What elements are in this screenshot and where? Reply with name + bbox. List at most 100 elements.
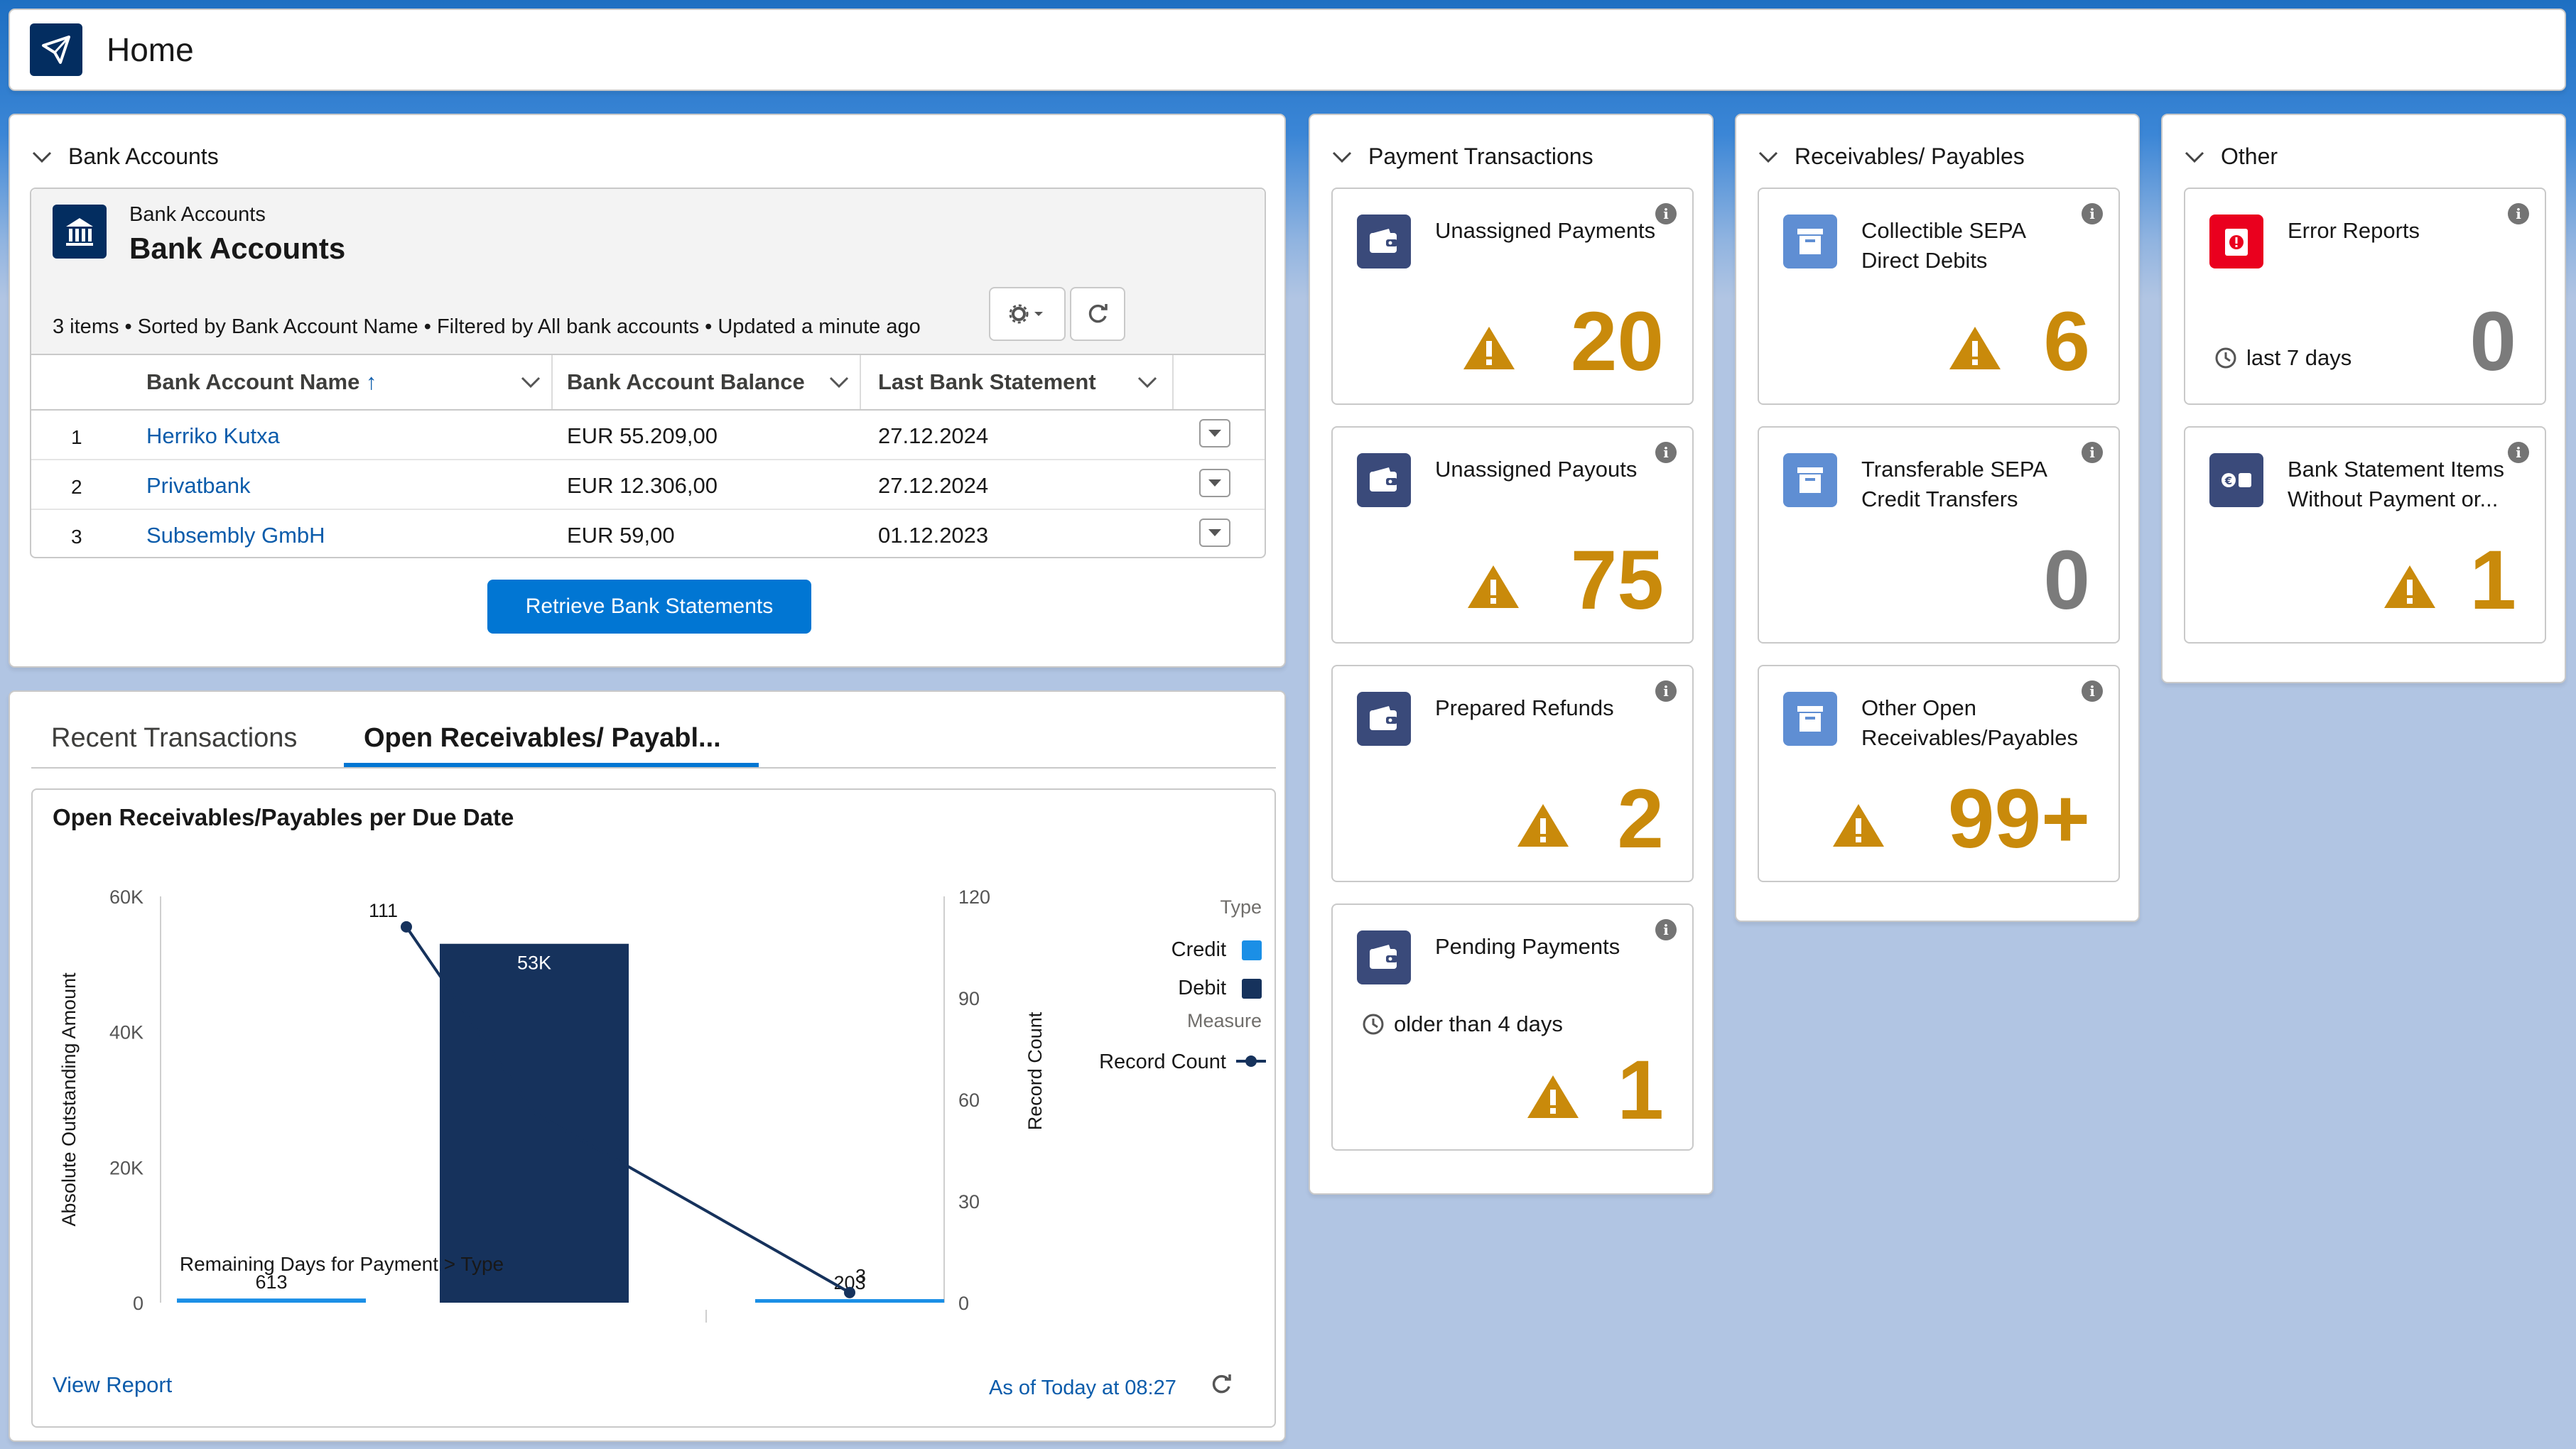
view-report-link[interactable]: View Report: [53, 1372, 173, 1397]
tab-recent-transactions[interactable]: Recent Transactions: [51, 723, 298, 753]
column-menu-statement[interactable]: [1137, 355, 1158, 409]
warning-icon: [1463, 327, 1515, 369]
archive-icon: [1783, 692, 1837, 746]
page-title: Home: [107, 31, 194, 68]
payment-section-header[interactable]: Payment Transactions: [1331, 143, 1593, 170]
bar-data-label: 53K: [517, 953, 551, 974]
section-title: Bank Accounts: [68, 143, 219, 169]
legend-swatch-point: [1245, 1055, 1257, 1067]
tile-error-reports[interactable]: Error Reports i last 7 days 0: [2184, 188, 2546, 405]
chevron-down-icon: [2184, 148, 2204, 165]
bank-account-link[interactable]: Herriko Kutxa: [146, 423, 280, 448]
other-section: Other Error Reports i last 7 days 0 € Ba…: [2161, 114, 2566, 683]
column-header-name[interactable]: Bank Account Name ↑: [146, 369, 377, 394]
tile-unassigned-payouts[interactable]: Unassigned Payouts i 75: [1331, 426, 1694, 644]
legend-title: Measure: [1187, 1010, 1262, 1031]
refresh-button[interactable]: [1070, 287, 1125, 341]
column-menu-balance[interactable]: [828, 355, 850, 409]
row-number: 1: [71, 426, 82, 448]
y2-axis-title: Record Count: [1024, 1011, 1046, 1130]
tab-open-receivables[interactable]: Open Receivables/ Payabl...: [364, 723, 721, 753]
other-section-header[interactable]: Other: [2184, 143, 2278, 170]
app-logo-icon[interactable]: [30, 23, 82, 76]
chart-bar: [755, 1299, 944, 1303]
chevron-down-icon: [31, 148, 52, 165]
active-tab-indicator: [344, 763, 759, 767]
info-icon[interactable]: i: [1655, 919, 1677, 940]
tile-label: Transferable SEPA Credit Transfers: [1861, 457, 2047, 511]
y2-tick-label: 120: [958, 886, 990, 908]
bank-accounts-section: Bank Accounts Bank Accounts Bank Account…: [9, 114, 1286, 668]
retrieve-bank-statements-button[interactable]: Retrieve Bank Statements: [487, 580, 811, 634]
tile-value: 20: [1570, 295, 1664, 389]
bank-accounts-list-card: Bank Accounts Bank Accounts 3 items • So…: [30, 188, 1266, 558]
y2-tick-label: 30: [958, 1191, 980, 1212]
list-title: Bank Accounts: [129, 232, 346, 265]
info-icon[interactable]: i: [2508, 442, 2529, 463]
column-header-statement[interactable]: Last Bank Statement: [878, 369, 1096, 394]
y-axis-title: Absolute Outstanding Amount: [58, 972, 80, 1227]
balance-cell: EUR 12.306,00: [567, 473, 718, 498]
section-title: Payment Transactions: [1368, 143, 1593, 169]
tile-transferable-sepa[interactable]: Transferable SEPA Credit Transfers i 0: [1758, 426, 2120, 644]
warning-icon: [1517, 804, 1569, 847]
archive-icon: [1783, 453, 1837, 507]
tile-value: 99+: [1947, 772, 2090, 866]
as-of-timestamp: As of Today at 08:27: [989, 1377, 1176, 1399]
section-title: Other: [2221, 143, 2278, 169]
tile-value: 0: [2469, 295, 2516, 389]
tile-unassigned-payments[interactable]: Unassigned Payments i 20: [1331, 188, 1694, 405]
bank-accounts-section-header[interactable]: Bank Accounts: [31, 143, 219, 170]
balance-cell: EUR 59,00: [567, 523, 675, 548]
bank-icon: [53, 205, 107, 259]
column-header-balance[interactable]: Bank Account Balance: [567, 369, 805, 394]
info-icon[interactable]: i: [1655, 442, 1677, 463]
refresh-chart-icon[interactable]: [1209, 1372, 1233, 1400]
svg-text:€: €: [2224, 474, 2232, 487]
tile-label: Collectible SEPA Direct Debits: [1861, 218, 2027, 273]
info-icon[interactable]: i: [2082, 442, 2103, 463]
legend-label: Record Count: [1099, 1051, 1226, 1073]
y2-tick-label: 60: [958, 1090, 980, 1111]
tile-value: 75: [1570, 533, 1664, 627]
tile-other-open[interactable]: Other Open Receivables/Payables i 99+: [1758, 665, 2120, 882]
info-icon[interactable]: i: [2508, 203, 2529, 224]
x-tick-label: Debit: [826, 1322, 873, 1323]
warning-icon: [1527, 1075, 1579, 1118]
info-icon[interactable]: i: [1655, 203, 1677, 224]
chart-bar: [440, 943, 629, 1303]
row-actions-button[interactable]: [1199, 419, 1230, 447]
warning-icon: [1833, 804, 1884, 847]
tile-label: Bank Statement Items Without Payment or..…: [2288, 457, 2504, 511]
column-menu-name[interactable]: [520, 355, 541, 409]
tile-prepared-refunds[interactable]: Prepared Refunds i 2: [1331, 665, 1694, 882]
warning-icon: [2384, 565, 2435, 608]
receivables-payables-section: Receivables/ Payables Collectible SEPA Di…: [1735, 114, 2140, 922]
bank-account-link[interactable]: Subsembly GmbH: [146, 523, 325, 548]
info-icon[interactable]: i: [1655, 680, 1677, 702]
statement-date-cell: 01.12.2023: [878, 523, 989, 548]
chart-svg: 0 20K 40K 60K 0 30 60 90 120 Absolute Outstanding…: [58, 886, 1266, 1323]
info-icon[interactable]: i: [2082, 680, 2103, 702]
tile-bank-statement-items[interactable]: € Bank Statement Items Without Payment or…: [2184, 426, 2546, 644]
balance-cell: EUR 55.209,00: [567, 423, 718, 448]
chevron-down-icon: [1331, 148, 1352, 165]
archive-icon: [1783, 215, 1837, 268]
legend-swatch-debit: [1242, 979, 1262, 999]
bank-account-link[interactable]: Privatbank: [146, 473, 251, 498]
record-count-point: [401, 921, 412, 933]
bar-data-label: 613: [255, 1271, 287, 1293]
row-actions-button[interactable]: [1199, 519, 1230, 547]
tile-value: 6: [2043, 295, 2090, 389]
list-settings-button[interactable]: [989, 287, 1066, 341]
tile-pending-payments[interactable]: Pending Payments i older than 4 days 1: [1331, 903, 1694, 1151]
info-icon[interactable]: i: [2082, 203, 2103, 224]
error-report-icon: [2209, 215, 2263, 268]
tile-value: 1: [1617, 1043, 1664, 1137]
row-actions-button[interactable]: [1199, 469, 1230, 497]
wallet-icon: [1357, 692, 1411, 746]
receivables-section-header[interactable]: Receivables/ Payables: [1758, 143, 2025, 170]
tile-collectible-sepa[interactable]: Collectible SEPA Direct Debits i 6: [1758, 188, 2120, 405]
record-count-point: [844, 1286, 855, 1298]
chart-title: Open Receivables/Payables per Due Date: [53, 804, 514, 830]
